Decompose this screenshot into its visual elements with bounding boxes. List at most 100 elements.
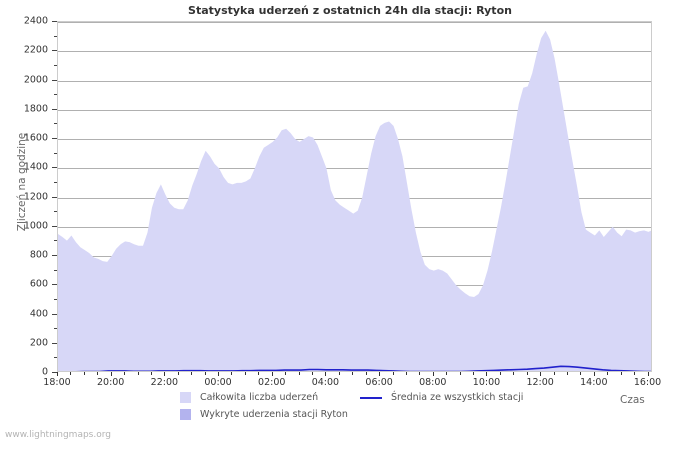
y-tick-label: 1000 [23, 220, 48, 232]
chart-legend: Całkowita liczba uderzeń Średnia ze wszy… [0, 392, 700, 426]
y-tick-mark [52, 226, 57, 227]
x-tick-mark [218, 372, 219, 376]
x-tick-mark [433, 372, 434, 376]
x-tick-mark [379, 372, 380, 376]
x-tick-label: 18:00 [43, 377, 71, 388]
y-tick-label: 0 [41, 366, 48, 378]
y-tick-label: 1400 [23, 161, 48, 173]
total-strikes-area [58, 30, 651, 371]
y-tick-mark-minor [54, 153, 57, 154]
legend-item-station: Wykryte uderzenia stacji Ryton [180, 409, 348, 420]
x-tick-mark-minor [406, 372, 407, 375]
y-tick-mark-minor [54, 36, 57, 37]
x-tick-mark [540, 372, 541, 376]
y-tick-mark-minor [54, 357, 57, 358]
x-tick-mark [111, 372, 112, 376]
x-tick-mark-minor [393, 372, 394, 375]
y-tick-mark [52, 197, 57, 198]
x-tick-mark-minor [70, 372, 71, 375]
y-tick-mark-minor [54, 240, 57, 241]
x-tick-label: 12:00 [526, 377, 554, 388]
x-tick-label: 08:00 [419, 377, 447, 388]
y-tick-mark [52, 372, 57, 373]
x-tick-label: 10:00 [472, 377, 501, 388]
x-tick-mark-minor [191, 372, 192, 375]
legend-label-station: Wykryte uderzenia stacji Ryton [200, 409, 348, 420]
y-tick-mark [52, 343, 57, 344]
x-tick-mark-minor [567, 372, 568, 375]
x-tick-mark-minor [580, 372, 581, 375]
y-tick-mark [52, 80, 57, 81]
x-tick-mark-minor [446, 372, 447, 375]
y-tick-label: 1600 [23, 132, 48, 144]
y-tick-mark-minor [54, 270, 57, 271]
y-tick-label: 200 [29, 337, 48, 349]
y-tick-mark [52, 167, 57, 168]
x-tick-mark-minor [621, 372, 622, 375]
average-line [75, 365, 651, 371]
y-tick-label: 1200 [23, 191, 48, 202]
x-tick-mark-minor [124, 372, 125, 375]
x-tick-mark [164, 372, 165, 376]
x-tick-label: 02:00 [258, 377, 286, 388]
x-axis: 18:00 20:00 22:00 00:00 02:00 04:00 06:00 08:00… [43, 372, 661, 394]
x-tick-mark [325, 372, 326, 376]
x-tick-mark-minor [473, 372, 474, 375]
y-axis: Zliczeń na godzinę 0 200 400 600 800 1000 1200… [0, 16, 57, 378]
y-tick-mark [52, 255, 57, 256]
x-tick-mark [648, 372, 649, 376]
x-tick-label: 22:00 [150, 377, 179, 388]
y-tick-mark-minor [54, 328, 57, 329]
x-tick-mark-minor [285, 372, 286, 375]
watermark: www.lightningmaps.org [5, 430, 111, 440]
y-tick-mark-minor [54, 65, 57, 66]
y-tick-label: 2400 [23, 15, 48, 27]
chart-title: Statystyka uderzeń z ostatnich 24h dla s… [188, 4, 512, 17]
series-layer [58, 22, 651, 371]
x-tick-mark-minor [312, 372, 313, 375]
x-tick-mark-minor [634, 372, 635, 375]
x-tick-label: 06:00 [365, 377, 393, 388]
x-tick-mark-minor [513, 372, 514, 375]
legend-item-total: Całkowita liczba uderzeń [180, 392, 318, 403]
y-tick-label: 400 [29, 308, 48, 319]
x-tick-mark-minor [500, 372, 501, 375]
x-tick-label: 04:00 [311, 377, 340, 388]
x-tick-mark-minor [258, 372, 259, 375]
y-tick-label: 600 [29, 278, 48, 290]
x-axis-title: Czas [620, 394, 645, 406]
x-tick-mark-minor [245, 372, 246, 375]
x-tick-mark [272, 372, 273, 376]
x-tick-mark-minor [527, 372, 528, 375]
x-tick-mark-minor [178, 372, 179, 375]
y-tick-label: 2000 [23, 74, 48, 85]
legend-swatch-total [180, 392, 191, 403]
legend-label-total: Całkowita liczba uderzeń [200, 392, 319, 403]
x-tick-mark-minor [607, 372, 608, 375]
y-tick-mark-minor [54, 123, 57, 124]
x-tick-mark [594, 372, 595, 376]
x-tick-mark-minor [84, 372, 85, 375]
x-tick-mark-minor [299, 372, 300, 375]
y-tick-mark [52, 284, 57, 285]
x-tick-mark-minor [339, 372, 340, 375]
x-tick-mark-minor [97, 372, 98, 375]
x-tick-mark-minor [151, 372, 152, 375]
y-tick-mark-minor [54, 299, 57, 300]
x-tick-mark-minor [205, 372, 206, 375]
y-tick-mark [52, 109, 57, 110]
y-tick-mark [52, 50, 57, 51]
plot-area [57, 21, 652, 372]
legend-swatch-station [180, 409, 191, 420]
y-tick-label: 1800 [23, 103, 48, 115]
x-tick-mark-minor [554, 372, 555, 375]
x-tick-mark-minor [366, 372, 367, 375]
x-tick-mark-minor [231, 372, 232, 375]
x-tick-mark-minor [419, 372, 420, 375]
y-tick-mark [52, 138, 57, 139]
x-tick-mark-minor [352, 372, 353, 375]
y-tick-mark-minor [54, 94, 57, 95]
x-tick-label: 20:00 [96, 377, 125, 388]
x-tick-mark [57, 372, 58, 376]
